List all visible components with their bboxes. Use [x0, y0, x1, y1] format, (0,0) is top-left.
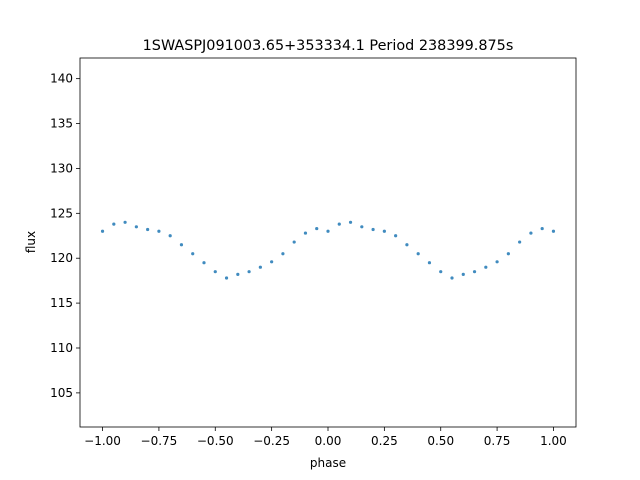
y-tick-label: 130	[50, 161, 73, 175]
x-axis-label: phase	[310, 456, 346, 470]
x-tick-label: −0.25	[253, 434, 290, 448]
data-point	[134, 225, 138, 229]
data-point	[461, 272, 465, 276]
data-point	[371, 227, 375, 232]
data-point	[100, 229, 105, 233]
data-point	[168, 234, 172, 238]
data-point	[281, 252, 285, 256]
y-tick-label: 120	[50, 251, 73, 265]
y-axis: 105 110 115 120 125 130 135 140	[50, 72, 80, 400]
data-point	[326, 229, 330, 233]
data-point	[270, 260, 274, 264]
data-point	[405, 243, 409, 247]
x-tick-label: 0.00	[315, 434, 342, 448]
data-point	[348, 220, 353, 224]
data-point	[258, 265, 262, 269]
data-point	[382, 229, 386, 233]
data-point	[416, 252, 420, 256]
data-point	[495, 260, 499, 264]
x-tick-label: 0.25	[371, 434, 398, 448]
data-point	[123, 220, 127, 224]
x-tick-label: −0.75	[141, 434, 178, 448]
data-point	[439, 270, 443, 274]
data-point	[112, 222, 116, 226]
data-point	[157, 229, 161, 233]
data-point	[224, 276, 229, 280]
data-point	[551, 229, 556, 233]
y-tick-label: 135	[50, 117, 73, 131]
data-points	[100, 220, 556, 280]
x-axis: −1.00 −0.75 −0.50 −0.25 0.00 0.25 0.50 0.75 1.00	[84, 427, 567, 448]
data-point	[518, 240, 522, 244]
y-tick-label: 140	[50, 72, 73, 86]
data-point	[247, 270, 251, 274]
data-point	[529, 231, 533, 235]
x-tick-label: −1.00	[84, 434, 121, 448]
data-point	[450, 276, 454, 280]
data-point	[146, 227, 150, 232]
data-point	[292, 240, 296, 244]
data-point	[360, 225, 364, 229]
x-tick-label: −0.50	[197, 434, 234, 448]
data-point	[213, 270, 217, 274]
y-tick-label: 110	[50, 341, 73, 355]
plot-frame	[79, 57, 577, 428]
data-point	[202, 261, 206, 265]
data-point	[179, 243, 184, 247]
data-point	[394, 234, 398, 238]
chart-title: 1SWASPJ091003.65+353334.1 Period 238399.…	[143, 38, 514, 54]
data-point	[236, 272, 240, 276]
y-tick-label: 105	[50, 386, 73, 400]
x-tick-label: 1.00	[540, 434, 567, 448]
data-point	[472, 270, 477, 274]
data-point	[540, 226, 544, 231]
data-point	[303, 231, 308, 235]
y-tick-label: 115	[50, 296, 73, 310]
y-tick-label: 125	[50, 206, 73, 220]
data-point	[191, 252, 195, 256]
data-point	[506, 252, 510, 256]
data-point	[427, 261, 432, 265]
y-axis-label: flux	[24, 231, 38, 253]
x-tick-label: 0.50	[427, 434, 454, 448]
data-point	[315, 226, 319, 231]
x-tick-label: 0.75	[484, 434, 511, 448]
data-point	[337, 222, 341, 226]
data-point	[484, 265, 488, 269]
